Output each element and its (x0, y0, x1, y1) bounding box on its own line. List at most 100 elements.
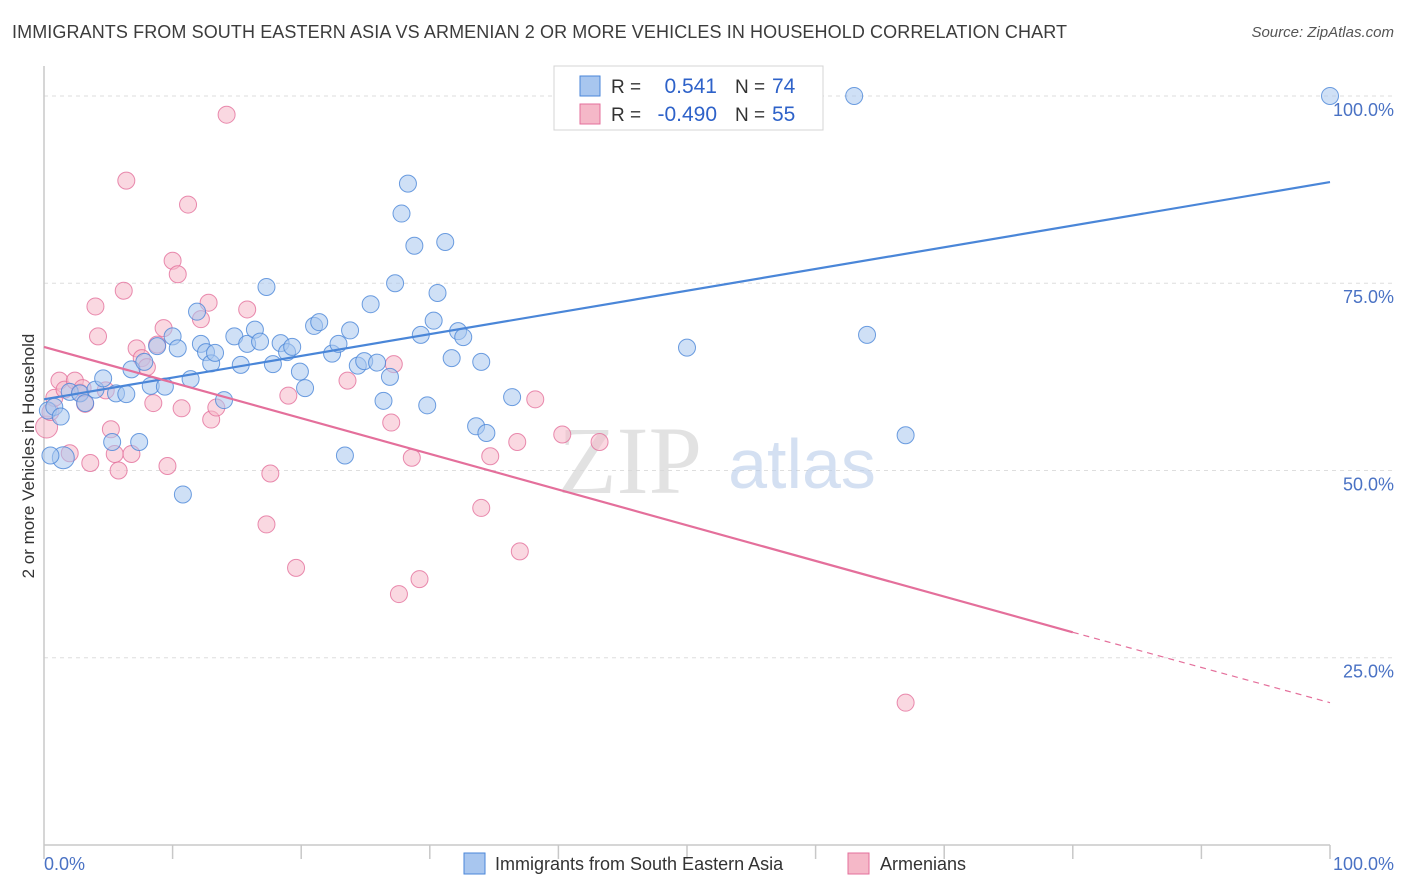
point-blue-61 (442, 349, 461, 368)
point-pink-49 (510, 542, 529, 561)
point-pink-53 (896, 693, 915, 712)
trend-line-blue (43, 181, 1331, 401)
point-blue-26 (206, 343, 225, 362)
legend-r-value-2: -0.490 (657, 103, 717, 126)
point-pink-45 (410, 570, 429, 589)
point-blue-71 (896, 426, 915, 445)
point-blue-66 (477, 424, 496, 443)
point-blue-52 (386, 274, 405, 293)
y-axis-title: 2 or more Vehicles in Household (19, 334, 38, 579)
series-legend-swatch-blue (463, 852, 486, 875)
point-pink-41 (382, 413, 401, 432)
point-blue-72 (1321, 86, 1339, 105)
point-blue-50 (374, 391, 393, 410)
point-blue-6 (76, 394, 95, 413)
point-pink-44 (402, 448, 421, 467)
point-blue-67 (503, 388, 522, 407)
point-pink-37 (261, 464, 280, 483)
point-blue-63 (454, 328, 473, 347)
point-blue-73 (41, 446, 60, 465)
point-pink-16 (114, 281, 133, 300)
legend-r-label-2: R = (611, 105, 641, 126)
point-pink-38 (279, 386, 298, 405)
y-tick-label-2: 75.0% (1343, 287, 1394, 307)
point-pink-40 (338, 371, 357, 390)
point-blue-65 (472, 352, 491, 371)
legend-n-value-1: 74 (772, 75, 796, 98)
point-blue-57 (418, 396, 437, 415)
point-pink-11 (89, 327, 108, 346)
point-pink-10 (86, 297, 105, 316)
y-tick-label-3: 100.0% (1333, 100, 1394, 120)
point-pink-35 (238, 300, 257, 319)
point-pink-39 (287, 558, 306, 577)
point-blue-33 (257, 277, 276, 296)
point-blue-16 (148, 337, 167, 356)
point-blue-68 (678, 338, 696, 357)
point-pink-15 (109, 461, 128, 480)
source-label: Source: ZipAtlas.com (1251, 24, 1394, 41)
watermark-zip: ZIP (558, 407, 702, 514)
point-blue-20 (173, 485, 192, 504)
y-tick-labels: 25.0% 50.0% 75.0% 100.0% (1333, 100, 1394, 682)
point-pink-29 (179, 195, 198, 214)
series-legend-label-blue: Immigrants from South Eastern Asia (495, 854, 784, 874)
point-blue-13 (130, 433, 149, 452)
point-pink-47 (481, 447, 500, 466)
point-blue-37 (283, 337, 302, 356)
point-blue-60 (436, 233, 455, 252)
series-legend: Immigrants from South Eastern Asia Armen… (463, 852, 966, 875)
legend-n-label-1: N = (735, 77, 765, 98)
point-blue-55 (405, 236, 424, 255)
point-blue-34 (263, 355, 282, 374)
point-blue-22 (188, 302, 207, 321)
point-blue-39 (296, 379, 315, 398)
point-blue-59 (428, 283, 447, 302)
point-pink-34 (217, 105, 236, 124)
point-blue-38 (290, 362, 309, 381)
chart-title: IMMIGRANTS FROM SOUTH EASTERN ASIA VS AR… (12, 22, 1068, 42)
trend-line-pink-extension (1072, 631, 1331, 704)
point-blue-19 (168, 339, 187, 358)
legend-n-value-2: 55 (772, 103, 795, 126)
point-blue-2 (51, 407, 70, 426)
point-pink-36 (257, 515, 276, 534)
point-pink-48 (508, 433, 527, 452)
point-blue-41 (310, 313, 329, 332)
y-tick-label-0: 25.0% (1343, 662, 1394, 682)
y-tick-label-1: 50.0% (1343, 474, 1394, 494)
trend-lines (43, 181, 1331, 704)
point-pink-46 (472, 498, 491, 517)
x-ticks (43, 845, 1331, 859)
trend-line-pink (43, 345, 1074, 634)
x-tick-label-min: 0.0% (44, 854, 85, 874)
point-blue-49 (368, 353, 387, 372)
point-pink-52 (590, 433, 609, 452)
point-pink-43 (389, 585, 408, 604)
legend-n-label-2: N = (735, 105, 765, 126)
point-blue-48 (361, 295, 380, 314)
point-blue-45 (341, 321, 360, 340)
point-blue-51 (380, 367, 399, 386)
point-pink-25 (158, 456, 177, 475)
series-legend-label-pink: Armenians (880, 854, 966, 874)
point-blue-69 (845, 86, 864, 105)
x-tick-label-max: 100.0% (1333, 854, 1394, 874)
point-blue-53 (392, 204, 411, 223)
grid (44, 95, 1394, 659)
correlation-legend: R = 0.541 N = 74 R = -0.490 N = 55 (553, 65, 824, 131)
point-blue-44 (335, 446, 354, 465)
point-blue-54 (398, 174, 417, 193)
series-armenians (35, 105, 915, 712)
point-pink-27 (168, 265, 187, 284)
watermark-atlas: atlas (728, 425, 876, 503)
point-blue-32 (251, 332, 270, 351)
point-pink-51 (553, 425, 572, 444)
point-blue-58 (424, 311, 443, 330)
legend-swatch-blue (579, 75, 601, 97)
point-blue-11 (117, 385, 136, 404)
point-blue-14 (135, 352, 154, 371)
legend-swatch-pink (579, 103, 601, 125)
point-blue-8 (94, 369, 113, 388)
